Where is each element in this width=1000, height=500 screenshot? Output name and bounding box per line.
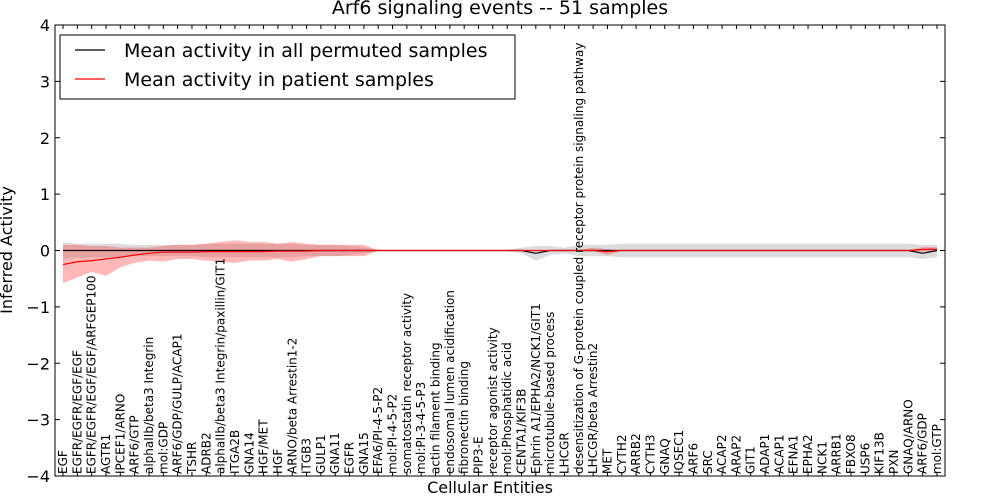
y-tick-label: −2 [26, 354, 50, 373]
y-tick-label: −1 [26, 298, 50, 317]
x-category-label: ARF6 [686, 443, 700, 474]
x-category-label: mol:GTP [930, 424, 944, 474]
x-category-label: microtubule-based process [543, 312, 557, 474]
x-category-label: AGTR1 [99, 434, 113, 474]
x-category-label: NCK1 [815, 441, 829, 474]
x-category-label: EGFR [343, 442, 357, 474]
x-category-label: GNA15 [357, 432, 371, 474]
x-category-label: GNAQ/ARNO [901, 399, 915, 474]
y-tick-label: −3 [26, 411, 50, 430]
x-category-label: LHCGR [557, 432, 571, 474]
x-category-label: SRC [701, 450, 715, 474]
x-category-label: ADRB2 [199, 432, 213, 474]
x-category-label: CYTH3 [643, 435, 657, 475]
x-category-label: mol:PI-3-4-5-P3 [414, 382, 428, 474]
x-category-label: GIT1 [744, 446, 758, 474]
x-axis-categories: EGF EGFR/EGFR/EGF/EGF EGFR/EGFR/EGF/EGF/AR… [56, 25, 944, 476]
x-axis-label: Cellular Entities [427, 478, 553, 497]
x-category-label: EGFR/EGFR/EGF/EGF [70, 350, 84, 474]
x-category-label: receptor agonist activity [486, 327, 500, 474]
x-category-label: EPHA2 [801, 434, 815, 474]
x-category-label: ARRB1 [830, 433, 844, 474]
x-category-label: GNAQ [658, 438, 672, 474]
x-category-label: mol:GDP [156, 422, 170, 474]
y-tick-label: 1 [40, 185, 50, 204]
y-tick-label: −4 [26, 467, 50, 486]
x-category-label: endosomal lumen acidification [443, 290, 457, 474]
legend-label-patient: Mean activity in patient samples [124, 69, 434, 91]
y-tick-label: 3 [40, 72, 50, 91]
y-axis-label: Inferred Activity [0, 186, 16, 314]
x-category-label: IQSEC1 [672, 430, 686, 474]
patient-mean-line [62, 248, 937, 266]
x-category-label: ARRB2 [629, 433, 643, 474]
x-category-label: mol:Phosphatidic acid [500, 342, 514, 474]
legend-box [59, 34, 516, 100]
x-category-label: alphaIIb/beta3 Integrin/paxillin/GIT1 [214, 258, 228, 474]
x-category-label: EFNA1 [787, 435, 801, 474]
legend-label-permuted: Mean activity in all permuted samples [124, 40, 487, 62]
x-category-label: actin filament binding [429, 342, 443, 474]
x-category-label: GNA14 [242, 432, 256, 474]
x-category-label: KIF13B [873, 432, 887, 474]
x-category-label: ADAP1 [758, 434, 772, 474]
x-category-label: ARF6/GDP/GULP/ACAP1 [171, 334, 185, 474]
x-category-label: ARNO/beta Arrestin1-2 [285, 338, 299, 474]
x-category-label: MET [600, 448, 614, 474]
x-category-label: ACAP1 [772, 435, 786, 474]
x-category-label: PIP3-E [472, 436, 486, 474]
x-category-label: HGF [271, 449, 285, 474]
x-category-label: IPCEF1/ARNO [113, 394, 127, 474]
x-category-label: GNA11 [328, 432, 342, 474]
x-category-label: EFA6/PI-4-5-P2 [371, 387, 385, 474]
x-category-label: ACAP2 [715, 435, 729, 474]
x-category-label: ITGB3 [300, 438, 314, 474]
x-category-label: fibronectin binding [457, 361, 471, 474]
x-category-label: USP6 [858, 443, 872, 474]
legend: Mean activity in all permuted samples Me… [59, 34, 516, 100]
x-category-label: mol:PI-4-5-P2 [386, 394, 400, 474]
x-category-label: ARF6/GTP [128, 415, 142, 474]
chart-title: Arf6 signaling events -- 51 samples [332, 0, 668, 19]
y-tick-label: 4 [40, 16, 50, 35]
y-tick-label: 0 [40, 242, 50, 261]
x-category-label: FBXO8 [844, 434, 858, 474]
y-tick-label: 2 [40, 129, 50, 148]
series-lines [62, 248, 938, 266]
x-category-label: EGF [56, 450, 70, 474]
x-category-label: HGF/MET [257, 419, 271, 474]
x-category-label: LHCGR/beta Arrestin2 [586, 343, 600, 474]
x-category-label: CYTH2 [615, 435, 629, 475]
x-category-label: TSHR [185, 442, 199, 475]
x-category-label: CENTA1/KIF3B [514, 389, 528, 474]
x-category-label: GULP1 [314, 434, 328, 474]
x-category-label: EGFR/EGFR/EGF/EGF/ARFGEP100 [85, 276, 99, 474]
x-category-label: alphaIIb/beta3 Integrin [142, 337, 156, 474]
x-category-label: somatostatin receptor activity [400, 293, 414, 474]
x-category-label: desensitization of G-protein coupled rec… [572, 43, 586, 474]
x-category-label: ARAP2 [729, 435, 743, 474]
y-axis: −4 −3 −2 −1 0 1 2 3 4 [26, 16, 945, 486]
x-category-label: ARF6/GDP [916, 413, 930, 474]
x-category-label: Ephrin A1/EPHA2/NCK1/GIT1 [529, 303, 543, 474]
permuted-band [63, 242, 937, 261]
x-category-label: PXN [887, 450, 901, 474]
x-category-label: ITGA2B [228, 430, 242, 474]
